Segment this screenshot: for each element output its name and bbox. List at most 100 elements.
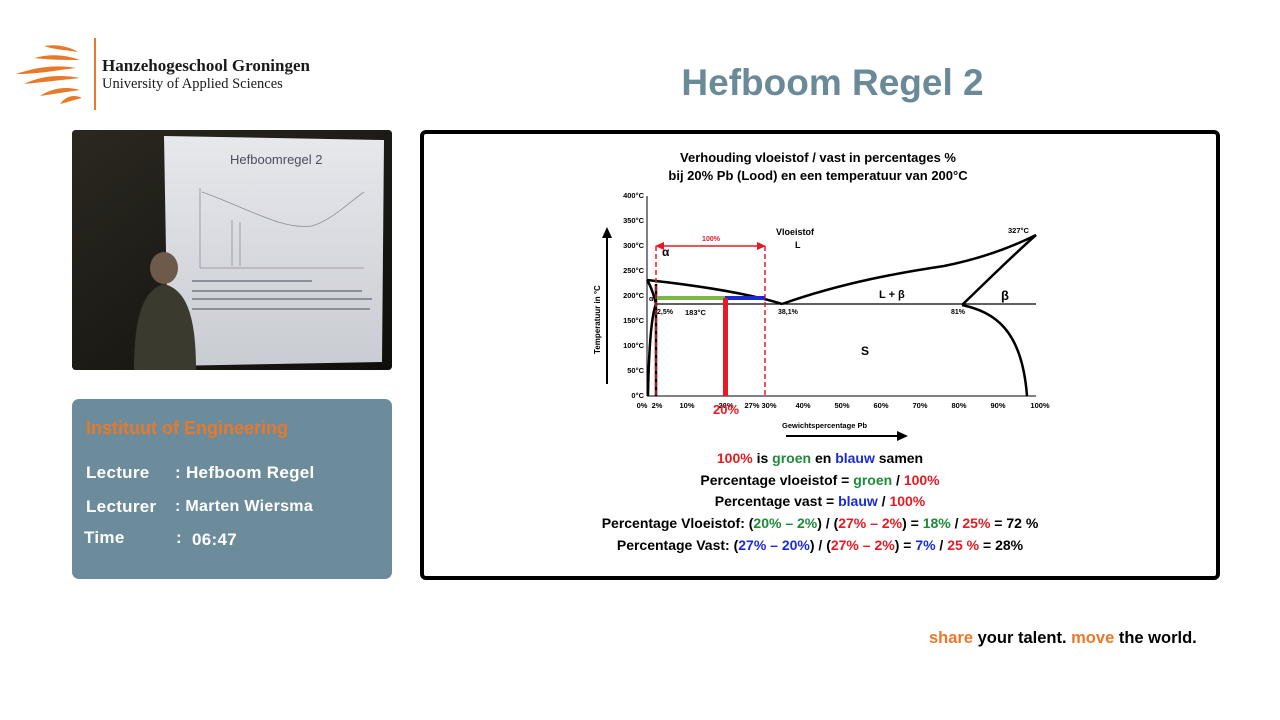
label-183C: 183°C (685, 308, 707, 317)
xtick-30: 30% (761, 401, 776, 410)
f1-blauw: blauw (835, 450, 875, 466)
ytick-250: 250°C (623, 266, 645, 275)
page-title: Hefboom Regel 2 (681, 62, 984, 103)
beta-solidus (961, 234, 1037, 306)
y-axis-label: Temperatuur in °C (593, 285, 602, 354)
xtick-27: 27% (744, 401, 759, 410)
diagram-title-1: Verhouding vloeistof / vast in percentag… (680, 150, 956, 165)
f4-eq: ) = (902, 515, 923, 531)
logo-subtitle: University of Applied Sciences (102, 76, 283, 92)
xtick-40: 40% (795, 401, 810, 410)
xtick-60: 60% (873, 401, 888, 410)
label-2-5pct: 2,5% (657, 309, 674, 316)
y-axis-arrowhead (602, 227, 612, 238)
formula-line-5: Percentage Vast: (27% – 20%) / (27% – 2%… (420, 537, 1220, 553)
xtick-80: 80% (951, 401, 966, 410)
f2-slash: / (892, 472, 904, 488)
f2-label: Percentage vloeistof = (700, 472, 854, 488)
lecture-value: : Hefboom Regel (175, 463, 315, 482)
xtick-20: 20% (718, 401, 733, 410)
label-S: S (861, 344, 869, 358)
time-value: 06:47 (192, 530, 237, 549)
f3-blauw: blauw (838, 493, 878, 509)
f1-samen: samen (874, 450, 924, 466)
lecturer-label: Lecturer (86, 497, 157, 516)
f4-label: Percentage Vloeistof: ( (601, 515, 754, 531)
lecture-video-frame: Hefboomregel 2 (72, 130, 392, 370)
formula-line-3: Percentage vast = blauw / 100% (420, 493, 1220, 509)
f4-slash: / (950, 515, 963, 531)
xtick-100: 100% (1030, 401, 1050, 410)
f5-eq: ) = (894, 537, 916, 553)
liquidus-right (781, 233, 1037, 306)
xtick-0: 0% (637, 401, 648, 410)
f4-mid: ) / ( (817, 515, 839, 531)
time-colon: : (176, 528, 182, 547)
x-axis-arrowhead (897, 431, 908, 441)
f2-groen: groen (853, 472, 893, 488)
width-arrowhead-right (757, 242, 766, 250)
f5-label: Percentage Vast: ( (616, 537, 739, 553)
tagline-world: the world. (1114, 629, 1197, 647)
f5-7pct: 7% (915, 537, 936, 553)
f5-slash: / (935, 537, 948, 553)
beta-solvus (961, 303, 1029, 397)
f5-result: = 28% (979, 537, 1024, 553)
f4-num: 20% – 2% (753, 515, 818, 531)
institute-heading: Instituut of Engineering (86, 418, 288, 438)
lecture-label: Lecture (86, 463, 150, 482)
label-vloeistof: Vloeistof (776, 227, 815, 237)
ytick-50: 50°C (627, 366, 644, 375)
label-100pct: 100% (702, 236, 721, 243)
f4-25pct: 25% (962, 515, 991, 531)
ytick-0: 0°C (631, 391, 644, 400)
f4-18pct: 18% (922, 515, 951, 531)
f5-mid: ) / ( (809, 537, 831, 553)
flame-logo-icon (16, 38, 96, 110)
label-alpha-small: α (649, 296, 654, 303)
video-slide-title: Hefboomregel 2 (230, 152, 323, 167)
tagline-talent: your talent. (973, 629, 1072, 647)
logo-name: Hanzehogeschool Groningen (102, 56, 310, 75)
label-alpha: α (662, 245, 670, 259)
time-label: Time (84, 528, 125, 547)
ytick-400: 400°C (623, 191, 645, 200)
phase-diagram: Verhouding vloeistof / vast in percentag… (593, 150, 1050, 441)
f1-is: is (752, 450, 773, 466)
label-81pct: 81% (951, 309, 966, 316)
label-L-plus-beta: L + β (879, 289, 905, 301)
xtick-90: 90% (990, 401, 1005, 410)
tagline: share your talent. move the world. (929, 629, 1197, 648)
f1-groen: groen (772, 450, 812, 466)
f1-en: en (811, 450, 836, 466)
xtick-50: 50% (834, 401, 849, 410)
f5-den: 27% – 2% (830, 537, 895, 553)
formula-line-4: Percentage Vloeistof: (20% – 2%) / (27% … (420, 515, 1220, 531)
diagram-title-2: bij 20% Pb (Lood) en een temperatuur van… (668, 168, 968, 183)
ytick-200: 200°C (623, 291, 645, 300)
tagline-share: share (929, 629, 974, 647)
formula-line-2: Percentage vloeistof = groen / 100% (420, 472, 1220, 488)
ytick-350: 350°C (623, 216, 645, 225)
composition-20pct-line (723, 298, 728, 396)
x-axis-label: Gewichtspercentage Pb (782, 421, 867, 430)
label-327C: 327°C (1008, 226, 1030, 235)
liquidus-left (646, 278, 783, 306)
lecture-info-card (72, 399, 392, 579)
f1-100pct: 100% (716, 450, 753, 466)
ytick-150: 150°C (623, 316, 645, 325)
ytick-100: 100°C (623, 341, 645, 350)
xtick-2: 2% (652, 401, 663, 410)
xtick-70: 70% (912, 401, 927, 410)
f5-num: 27% – 20% (738, 537, 810, 553)
width-arrowhead-left (655, 242, 664, 250)
marker-20pct: 20% (713, 402, 739, 417)
label-38-1pct: 38,1% (778, 309, 799, 316)
label-L: L (795, 240, 801, 250)
formula-line-1: 100% is groen en blauw samen (420, 450, 1220, 466)
lecture-video[interactable]: Hefboomregel 2 (72, 130, 392, 370)
tagline-move: move (1071, 629, 1115, 647)
lecturer-value: : Marten Wiersma (175, 498, 314, 515)
f3-label: Percentage vast = (714, 493, 839, 509)
f4-den: 27% – 2% (838, 515, 903, 531)
